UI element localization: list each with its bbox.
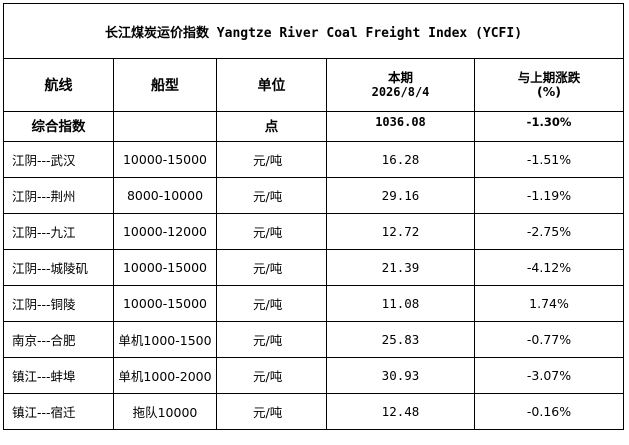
route-cell: 江阴---武汉 — [3, 141, 114, 178]
table-row: 江阴---九江 10000-12000 元/吨 12.72 -2.75% — [3, 213, 625, 250]
ship-type-cell: 10000-15000 — [113, 285, 217, 322]
header-row: 航线 船型 单位 本期 2026/8/4 与上期涨跌 (%) — [3, 58, 625, 112]
freight-value-cell: 21.39 — [326, 249, 475, 286]
unit-cell: 元/吨 — [216, 249, 327, 286]
table-row: 江阴---武汉 10000-15000 元/吨 16.28 -1.51% — [3, 141, 625, 178]
change-cell: -1.51% — [473, 141, 625, 178]
table-row: 江阴---铜陵 10000-15000 元/吨 11.08 1.74% — [3, 285, 625, 322]
composite-ship-type — [113, 111, 217, 142]
route-cell: 江阴---九江 — [3, 213, 114, 250]
composite-value: 1036.08 — [326, 111, 475, 142]
freight-index-table: 长江煤炭运价指数 Yangtze River Coal Freight Inde… — [2, 3, 625, 430]
ship-type-cell: 8000-10000 — [113, 177, 217, 214]
table-row: 南京---合肥 单机1000-1500 元/吨 25.83 -0.77% — [3, 321, 625, 358]
unit-cell: 元/吨 — [216, 393, 327, 430]
route-cell: 镇江---蚌埠 — [3, 357, 114, 394]
freight-value-cell: 16.28 — [326, 141, 475, 178]
change-cell: -2.75% — [473, 213, 625, 250]
freight-value-cell: 12.48 — [326, 393, 475, 430]
ship-type-cell: 10000-15000 — [113, 249, 217, 286]
header-change-unit: (%) — [537, 84, 561, 99]
header-current-date: 2026/8/4 — [371, 85, 430, 99]
freight-value-cell: 12.72 — [326, 213, 475, 250]
freight-value-cell: 25.83 — [326, 321, 475, 358]
composite-row: 综合指数 点 1036.08 -1.30% — [3, 111, 625, 142]
table-row: 镇江---蚌埠 单机1000-2000 元/吨 30.93 -3.07% — [3, 357, 625, 394]
table-row: 江阴---荆州 8000-10000 元/吨 29.16 -1.19% — [3, 177, 625, 214]
header-current: 本期 2026/8/4 — [326, 58, 475, 112]
freight-value-cell: 30.93 — [326, 357, 475, 394]
header-change: 与上期涨跌 (%) — [473, 58, 625, 112]
composite-change: -1.30% — [473, 111, 625, 142]
unit-cell: 元/吨 — [216, 285, 327, 322]
title-row: 长江煤炭运价指数 Yangtze River Coal Freight Inde… — [2, 3, 625, 59]
header-ship-type: 船型 — [113, 58, 217, 112]
route-cell: 南京---合肥 — [3, 321, 114, 358]
ship-type-cell: 10000-12000 — [113, 213, 217, 250]
header-route: 航线 — [3, 58, 114, 112]
route-cell: 江阴---铜陵 — [3, 285, 114, 322]
change-cell: -4.12% — [473, 249, 625, 286]
ship-type-cell: 10000-15000 — [113, 141, 217, 178]
route-cell: 江阴---城陵矶 — [3, 249, 114, 286]
freight-value-cell: 29.16 — [326, 177, 475, 214]
change-cell: -0.16% — [473, 393, 625, 430]
composite-label: 综合指数 — [3, 111, 114, 142]
table-title: 长江煤炭运价指数 Yangtze River Coal Freight Inde… — [2, 3, 625, 59]
table-row: 镇江---宿迁 拖队10000 元/吨 12.48 -0.16% — [3, 393, 625, 430]
change-cell: -1.19% — [473, 177, 625, 214]
change-cell: -3.07% — [473, 357, 625, 394]
unit-cell: 元/吨 — [216, 177, 327, 214]
header-current-label: 本期 — [387, 70, 413, 85]
freight-value-cell: 11.08 — [326, 285, 475, 322]
unit-cell: 元/吨 — [216, 321, 327, 358]
unit-cell: 元/吨 — [216, 141, 327, 178]
freight-index-table-container: 长江煤炭运价指数 Yangtze River Coal Freight Inde… — [2, 3, 625, 430]
route-cell: 江阴---荆州 — [3, 177, 114, 214]
header-unit: 单位 — [216, 58, 327, 112]
unit-cell: 元/吨 — [216, 357, 327, 394]
ship-type-cell: 拖队10000 — [113, 393, 217, 430]
change-cell: 1.74% — [473, 285, 625, 322]
ship-type-cell: 单机1000-2000 — [113, 357, 217, 394]
unit-cell: 元/吨 — [216, 213, 327, 250]
route-cell: 镇江---宿迁 — [3, 393, 114, 430]
composite-unit: 点 — [216, 111, 327, 142]
change-cell: -0.77% — [473, 321, 625, 358]
header-change-label: 与上期涨跌 — [517, 70, 581, 85]
table-row: 江阴---城陵矶 10000-15000 元/吨 21.39 -4.12% — [3, 249, 625, 286]
ship-type-cell: 单机1000-1500 — [113, 321, 217, 358]
